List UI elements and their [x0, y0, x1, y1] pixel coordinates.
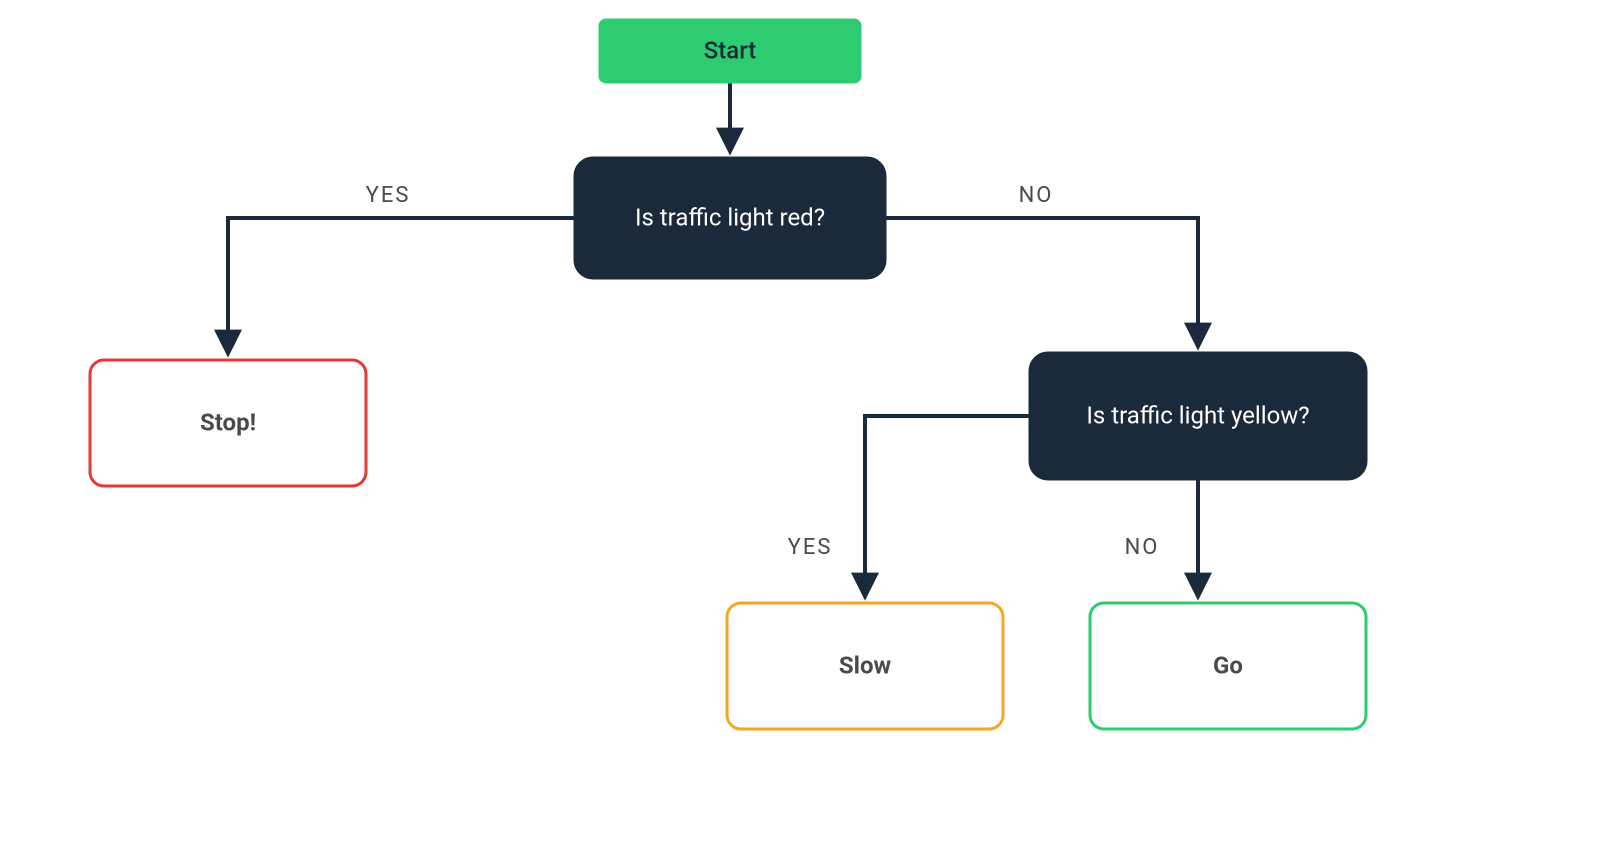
node-label-q_red: Is traffic light red?	[635, 203, 825, 231]
node-stop: Stop!	[90, 360, 366, 486]
edge-label-qred_no: NO	[1019, 183, 1054, 208]
edge-label-qred_yes: YES	[366, 183, 411, 208]
edge-label-qyellow_no: NO	[1125, 535, 1160, 560]
node-label-stop: Stop!	[200, 408, 256, 436]
node-label-slow: Slow	[839, 651, 892, 679]
node-slow: Slow	[727, 603, 1003, 729]
node-label-start: Start	[704, 36, 757, 64]
node-label-q_yellow: Is traffic light yellow?	[1086, 401, 1309, 429]
node-label-go: Go	[1213, 651, 1243, 679]
node-go: Go	[1090, 603, 1366, 729]
edge-label-qyellow_yes: YES	[788, 535, 833, 560]
edge-qyellow_yes	[865, 416, 1030, 595]
node-q_yellow: Is traffic light yellow?	[1030, 353, 1366, 479]
edge-qred_no	[885, 218, 1198, 345]
node-start: Start	[600, 20, 860, 82]
edge-qred_yes	[228, 218, 575, 352]
flowchart-canvas: YES NO YES NO Start Is traffic light red? Stop…	[0, 0, 1600, 865]
node-q_red: Is traffic light red?	[575, 158, 885, 278]
